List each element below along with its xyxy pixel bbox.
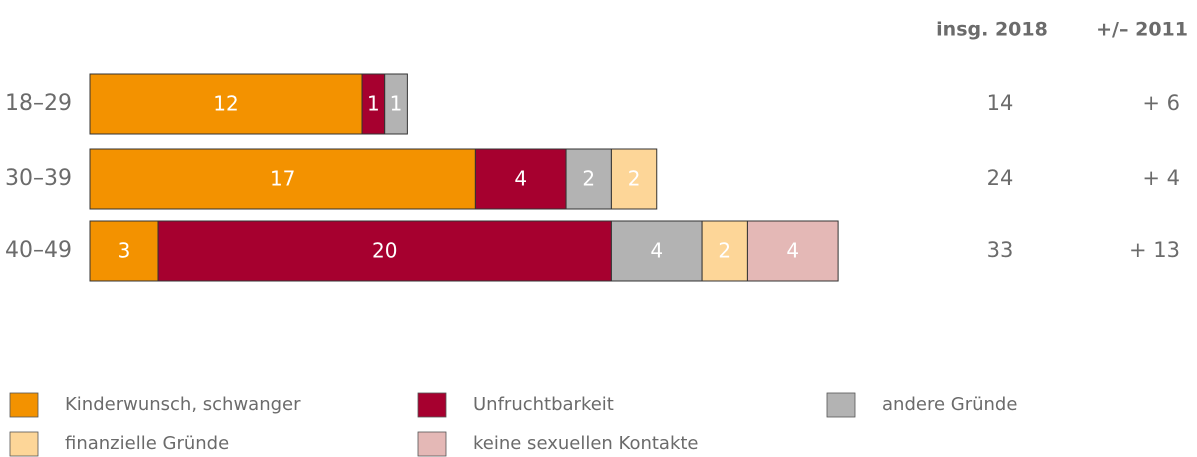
category-label: 40–49 — [5, 238, 72, 263]
column-value: 33 — [987, 238, 1014, 262]
bar-segment — [610, 148, 658, 210]
bar-segment — [384, 73, 408, 135]
segment-label: 4 — [514, 167, 527, 191]
column-header: insg. 2018 — [936, 19, 1048, 41]
bar-segment — [565, 148, 612, 210]
segment-label: 12 — [213, 92, 238, 116]
column-header: +/– 2011 — [1096, 19, 1188, 41]
bar-segment — [610, 220, 703, 282]
bar-segment — [746, 220, 839, 282]
segment-label: 1 — [367, 92, 380, 116]
legend-label: andere Gründe — [882, 394, 1017, 415]
bar-segment — [701, 220, 748, 282]
column-value: 14 — [987, 91, 1014, 115]
column-value: + 6 — [1142, 91, 1180, 115]
bar-segment — [89, 73, 363, 135]
legend-label: Kinderwunsch, schwanger — [65, 394, 301, 415]
bar-segment — [157, 220, 612, 282]
legend-swatch — [9, 392, 39, 418]
column-value: + 4 — [1142, 166, 1180, 190]
legend-label: keine sexuellen Kontakte — [473, 433, 699, 454]
legend-swatch — [826, 392, 856, 418]
segment-label: 4 — [650, 239, 663, 263]
legend-label: Unfruchtbarkeit — [473, 394, 614, 415]
segment-label: 2 — [582, 167, 595, 191]
column-value: 24 — [987, 166, 1014, 190]
legend-swatch — [417, 431, 447, 457]
category-label: 30–39 — [5, 166, 72, 191]
bar-segment — [89, 220, 159, 282]
legend-swatch — [9, 431, 39, 457]
segment-label: 4 — [786, 239, 799, 263]
legend-label: finanzielle Gründe — [65, 433, 229, 454]
segment-label: 2 — [628, 167, 641, 191]
column-value: + 13 — [1129, 238, 1180, 262]
segment-label: 2 — [718, 239, 731, 263]
segment-label: 17 — [270, 167, 295, 191]
segment-label: 3 — [118, 239, 131, 263]
category-label: 18–29 — [5, 91, 72, 116]
legend-swatch — [417, 392, 447, 418]
segment-label: 20 — [372, 239, 397, 263]
segment-label: 1 — [390, 92, 403, 116]
